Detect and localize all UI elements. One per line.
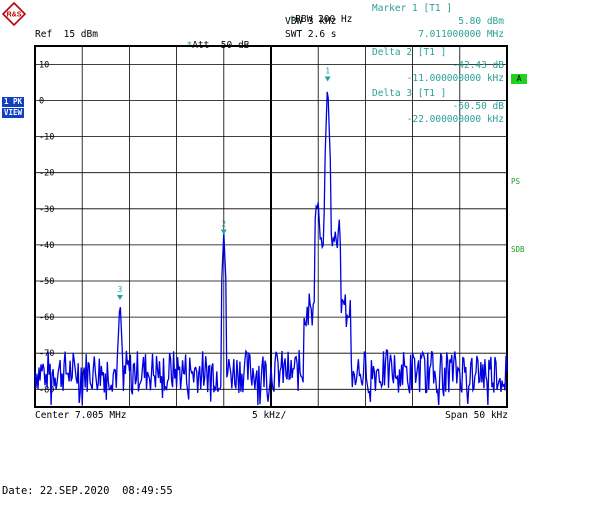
y-tick-label: -60 — [39, 313, 54, 323]
y-tick-label: -80 — [39, 385, 54, 395]
marker-3-icon — [116, 294, 123, 300]
y-tick-label: 10 — [39, 60, 49, 70]
a-badge: A — [511, 74, 527, 84]
view-badge[interactable]: VIEW — [2, 108, 25, 118]
marker-layer: 1 2 3 — [116, 67, 331, 300]
delta2-label: Delta 2 [T1 ] — [372, 47, 447, 58]
marker1-frequency: 7.011000000 MHz — [418, 29, 504, 40]
y-axis-labels: 10 0 -10 -20 -30 -40 -50 -60 -70 -80 — [39, 60, 54, 395]
marker-2-label: 2 — [221, 220, 226, 229]
delta3-frequency: -22.000000000 kHz — [406, 114, 504, 125]
delta3-label: Delta 3 [T1 ] — [372, 88, 447, 99]
date-timestamp: Date: 22.SEP.2020 08:49:55 — [2, 485, 173, 497]
y-tick-label: 0 — [39, 97, 44, 107]
rohde-schwarz-logo: R&S — [2, 2, 26, 26]
y-tick-label: -10 — [39, 133, 54, 143]
marker-2-icon — [220, 229, 227, 235]
logo-text: R&S — [7, 12, 22, 19]
rbw-setting[interactable]: *RBW 200 Hz — [289, 14, 353, 25]
y-tick-label: -40 — [39, 241, 54, 251]
delta2-level: -42.43 dB — [452, 60, 504, 71]
marker-3-label: 3 — [118, 285, 123, 294]
marker-1-label: 1 — [325, 67, 330, 76]
star-mark: * — [289, 14, 296, 25]
center-frequency[interactable]: Center 7.005 MHz — [35, 410, 127, 421]
swt-setting[interactable]: SWT 2.6 s — [285, 29, 337, 40]
ps-indicator: PS — [511, 177, 521, 186]
marker-1-icon — [324, 76, 331, 82]
trace-mode-badge[interactable]: 1 PK — [2, 97, 25, 107]
vbw-setting[interactable]: VBW 3 kHz — [285, 16, 337, 27]
ref-level[interactable]: Ref 15 dBm — [35, 29, 98, 40]
spectrum-trace — [34, 91, 508, 406]
y-tick-label: -30 — [39, 205, 54, 215]
y-tick-label: -50 — [39, 277, 54, 287]
marker1-level: 5.80 dBm — [458, 16, 504, 27]
sdb-indicator: SDB — [511, 245, 525, 254]
marker1-label: Marker 1 [T1 ] — [372, 3, 453, 14]
y-tick-label: -20 — [39, 169, 54, 179]
delta3-level: -60.50 dB — [452, 101, 504, 112]
span-setting[interactable]: Span 50 kHz — [445, 410, 508, 421]
frequency-per-division: 5 kHz/ — [252, 410, 287, 421]
y-tick-label: -70 — [39, 349, 54, 359]
trace-line — [34, 91, 508, 406]
chart-grid — [34, 45, 508, 408]
delta2-frequency: -11.000000000 kHz — [406, 73, 504, 84]
